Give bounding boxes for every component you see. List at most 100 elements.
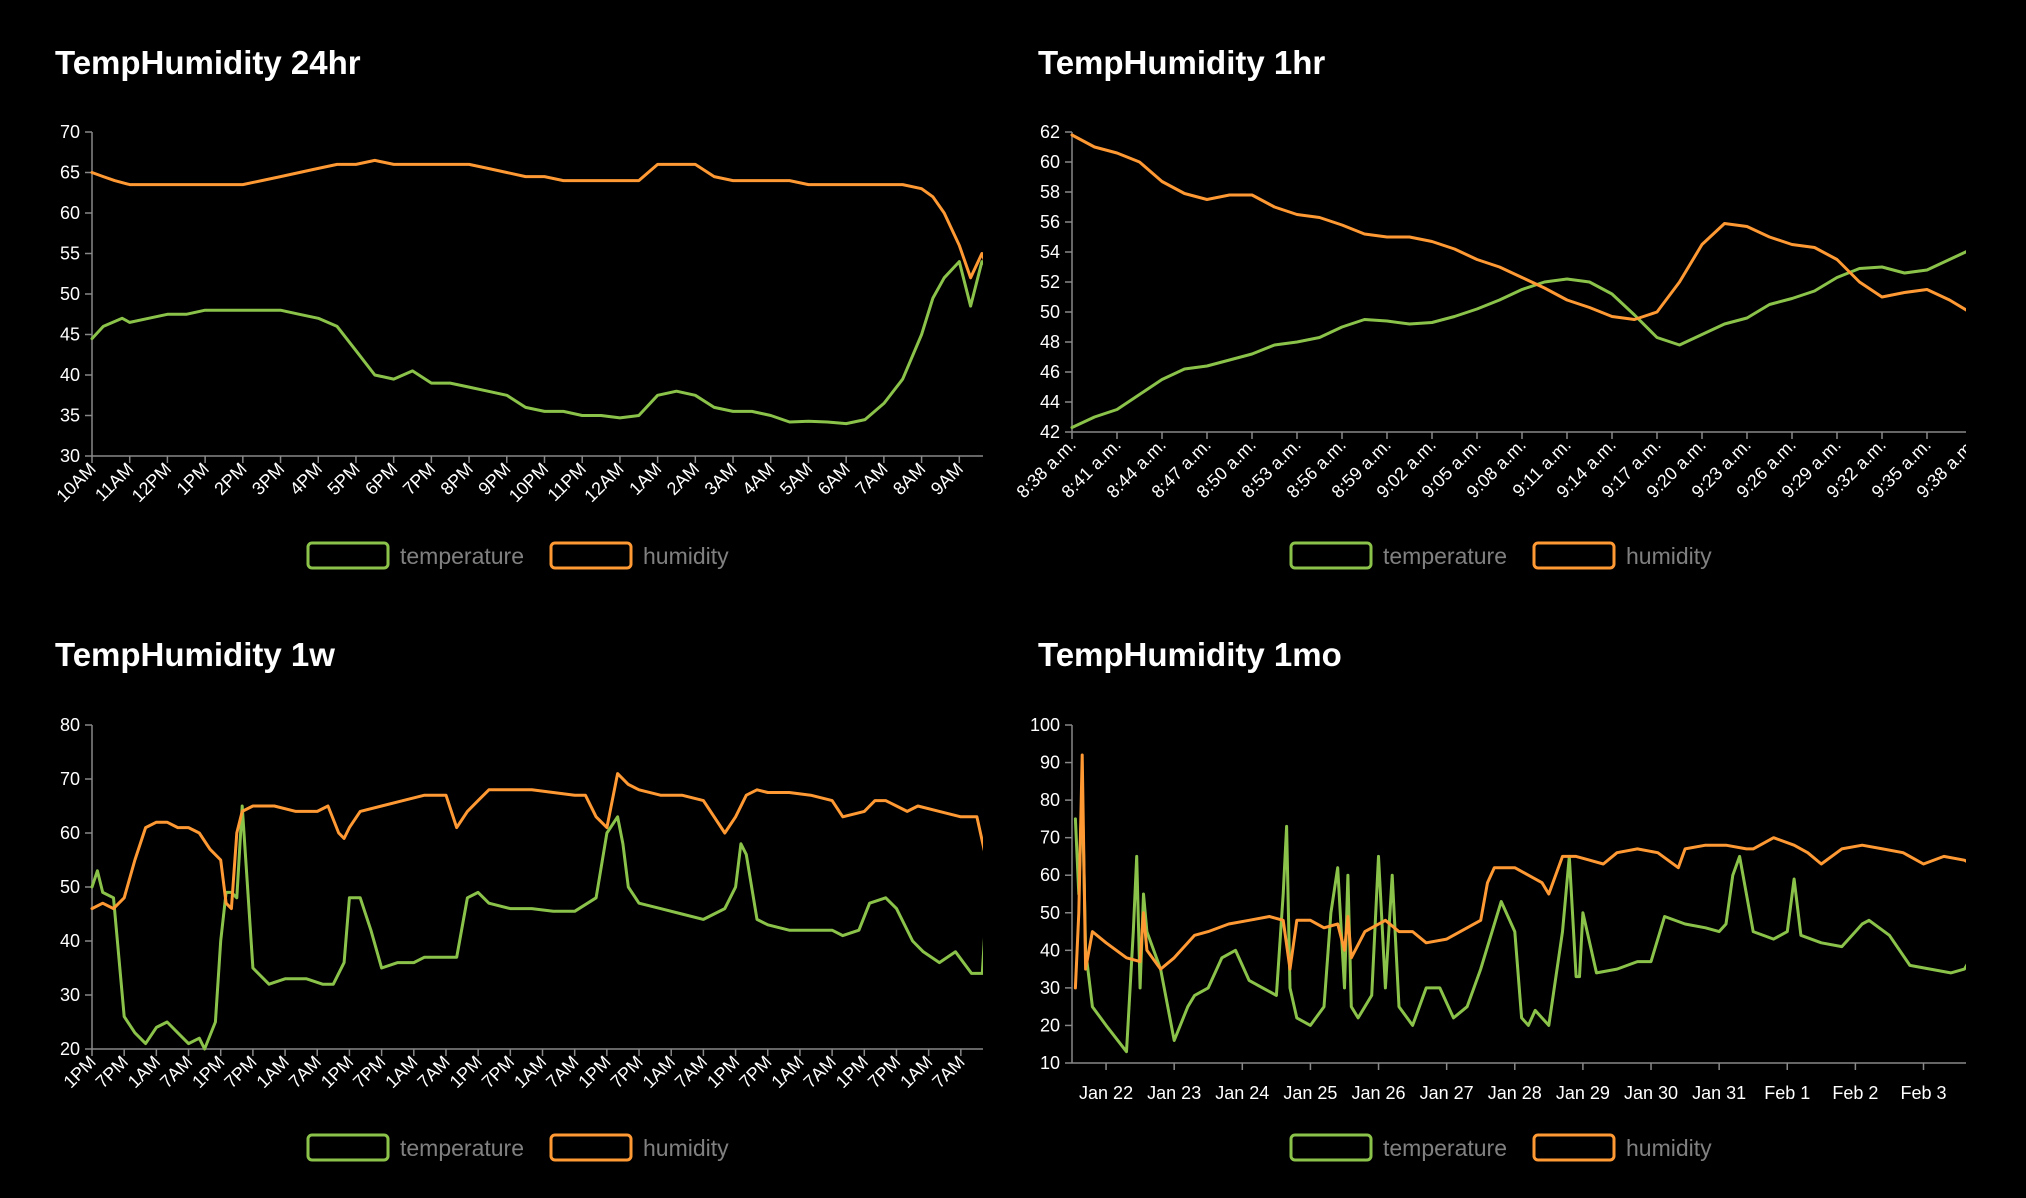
legend-swatch-humidity [549, 541, 633, 570]
y-tick-label: 100 [1030, 715, 1060, 735]
x-tick-label: 4PM [286, 459, 326, 499]
chart-panel-1hr: TempHumidity 1hr 42 44 46 48 50 52 54 56 58 60 62 8… [983, 0, 1966, 592]
x-tick-label: Feb 1 [1764, 1083, 1810, 1103]
legend-swatch-temperature [306, 1133, 390, 1162]
legend-label-humidity: humidity [1626, 1135, 1712, 1161]
x-tick-label: 1PM [446, 1052, 486, 1092]
humidity-line [1070, 133, 1966, 321]
legend-label-humidity: humidity [643, 543, 729, 569]
x-tick-label: 7AM [800, 1052, 840, 1092]
x-tick-label: 1PM [173, 459, 213, 499]
x-tick-label: 7AM [285, 1052, 325, 1092]
x-tick-label: Jan 24 [1215, 1083, 1269, 1103]
x-tick-label: 1AM [896, 1052, 936, 1092]
x-tick-label: 6AM [814, 459, 854, 499]
legend-label-humidity: humidity [643, 1135, 729, 1161]
x-tick-label: 1PM [188, 1052, 228, 1092]
y-tick-label: 60 [1040, 152, 1060, 172]
legend-swatch-humidity [1532, 541, 1616, 570]
x-tick-label: 7PM [735, 1052, 775, 1092]
y-tick-label: 50 [60, 284, 80, 304]
y-tick-label: 44 [1040, 392, 1060, 412]
x-tick-label: 7AM [671, 1052, 711, 1092]
y-tick-label: 58 [1040, 182, 1060, 202]
x-tick-label: 2AM [663, 459, 703, 499]
x-tick-label: 7PM [349, 1052, 389, 1092]
x-tick-label: 7AM [156, 1052, 196, 1092]
y-tick-label: 10 [1040, 1053, 1060, 1073]
x-tick-label: 1AM [767, 1052, 807, 1092]
x-tick-label: 1PM [703, 1052, 743, 1092]
x-tick-label: 11AM [91, 459, 137, 505]
y-tick-label: 80 [1040, 790, 1060, 810]
x-tick-label: 1AM [253, 1052, 293, 1092]
y-tick-label: 40 [1040, 940, 1060, 960]
chart-24hr: 30354045505560657010AM11AM12PM1PM2PM3PM4… [52, 122, 983, 570]
x-tick-label: Jan 31 [1692, 1083, 1746, 1103]
y-tick-label: 20 [60, 1039, 80, 1059]
x-tick-label: Jan 28 [1488, 1083, 1542, 1103]
x-tick-label: 7PM [399, 459, 439, 499]
chart-panel-1w: TempHumidity 1w 20 30 40 50 60 70 80 1PM 7PM 1AM 7… [0, 592, 983, 1184]
x-tick-label: 8PM [437, 459, 477, 499]
y-tick-label: 30 [60, 985, 80, 1005]
x-tick-label: 1AM [381, 1052, 421, 1092]
y-tick-label: 60 [60, 203, 80, 223]
y-tick-label: 45 [60, 325, 80, 345]
y-tick-label: 70 [60, 122, 80, 142]
chart-1mo: 10 20 30 40 50 60 70 80 90 100 Jan 22 Jan 23 Jan 24 J… [1030, 715, 1966, 1162]
x-tick-label: 1PM [317, 1052, 357, 1092]
x-tick-label: 10PM [505, 459, 552, 506]
y-tick-label: 56 [1040, 212, 1060, 232]
x-tick-label: Jan 26 [1352, 1083, 1406, 1103]
x-tick-label: 6PM [361, 459, 401, 499]
chart-panel-1mo: TempHumidity 1mo 10 20 30 40 50 60 70 80 90 100 Ja… [983, 592, 1966, 1184]
y-tick-label: 60 [60, 823, 80, 843]
x-tick-label: 5PM [323, 459, 363, 499]
y-tick-label: 55 [60, 244, 80, 264]
x-tick-label: 7PM [220, 1052, 260, 1092]
x-tick-label: 7AM [413, 1052, 453, 1092]
chart-title: TempHumidity 1hr [1038, 44, 1326, 81]
x-tick-label: 7PM [92, 1052, 132, 1092]
x-tick-label: 2PM [210, 459, 250, 499]
y-tick-label: 50 [60, 877, 80, 897]
legend-label-temperature: temperature [400, 543, 524, 569]
x-tick-label: 7AM [928, 1052, 968, 1092]
humidity-line [1073, 753, 1966, 990]
x-tick-label: 1AM [639, 1052, 679, 1092]
y-tick-label: 60 [1040, 865, 1060, 885]
x-tick-label: 1PM [832, 1052, 872, 1092]
legend-swatch-humidity [1532, 1133, 1616, 1162]
x-tick-label: 7PM [607, 1052, 647, 1092]
legend-label-humidity: humidity [1626, 543, 1712, 569]
y-tick-label: 30 [60, 446, 80, 466]
legend-label-temperature: temperature [1383, 543, 1507, 569]
x-tick-label: Jan 25 [1283, 1083, 1337, 1103]
chart-title: TempHumidity 24hr [55, 44, 361, 81]
y-tick-label: 50 [1040, 302, 1060, 322]
legend-label-temperature: temperature [1383, 1135, 1507, 1161]
legend-label-temperature: temperature [400, 1135, 524, 1161]
x-tick-label: 9AM [927, 459, 967, 499]
x-tick-label: 7AM [851, 459, 891, 499]
x-tick-label: 1AM [124, 1052, 164, 1092]
x-tick-label: Jan 27 [1420, 1083, 1474, 1103]
x-tick-label: 7PM [478, 1052, 518, 1092]
y-tick-label: 46 [1040, 362, 1060, 382]
temperature-line [1073, 783, 1966, 1054]
chart-title: TempHumidity 1mo [1038, 636, 1342, 673]
x-tick-label: 11PM [544, 459, 590, 505]
legend-swatch-temperature [306, 541, 390, 570]
x-tick-label: Jan 29 [1556, 1083, 1610, 1103]
x-tick-label: 7AM [542, 1052, 582, 1092]
x-tick-label: 1AM [625, 459, 665, 499]
y-tick-label: 30 [1040, 978, 1060, 998]
x-tick-label: 8AM [889, 459, 929, 499]
y-tick-label: 65 [60, 163, 80, 183]
temperature-line [1070, 250, 1966, 429]
chart-panel-24hr: TempHumidity 24hr 30 35 40 45 50 55 60 65 70 10AM… [0, 0, 983, 592]
temperature-line [90, 260, 983, 426]
temperature-line [90, 804, 983, 1051]
